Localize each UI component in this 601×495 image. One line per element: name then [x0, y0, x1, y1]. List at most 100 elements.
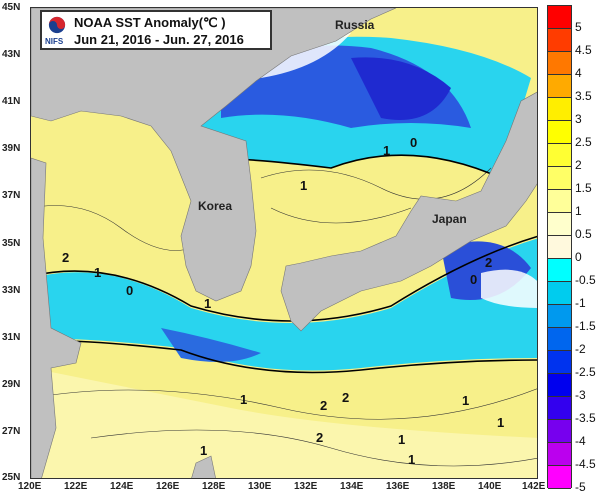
- lat-label: 35N: [2, 238, 21, 249]
- colorbar-label: 5: [575, 20, 582, 34]
- nifs-logo-icon: [48, 16, 66, 34]
- lon-label: 124E: [110, 481, 134, 492]
- lon-label: 128E: [202, 481, 226, 492]
- sst-anomaly-map: [30, 7, 538, 479]
- place-label-korea: Korea: [198, 199, 233, 213]
- lat-label: 39N: [2, 143, 21, 154]
- land-china-korea-russia: [31, 8, 397, 302]
- colorbar-label: -3: [575, 388, 586, 402]
- contour-lines: [31, 167, 537, 467]
- colorbar-bin: [548, 305, 571, 328]
- contour-label: 1: [398, 432, 406, 447]
- colorbar-bin: [548, 443, 571, 466]
- lon-label: 132E: [294, 481, 318, 492]
- colorbar-bin: [548, 213, 571, 236]
- lat-label: 27N: [2, 426, 21, 437]
- southern-cool-band: [31, 238, 537, 371]
- lat-label: 43N: [2, 49, 21, 60]
- colorbar-bin: [548, 374, 571, 397]
- contour-label: 0: [470, 272, 478, 287]
- colorbar-bin: [548, 466, 571, 489]
- lon-label: 120E: [18, 481, 42, 492]
- colorbar-label: 1.5: [575, 181, 592, 195]
- colorbar-label: 1: [575, 204, 582, 218]
- colorbar-label: -4.5: [575, 457, 596, 471]
- lon-label: 130E: [248, 481, 272, 492]
- lon-label: 122E: [64, 481, 88, 492]
- colorbar-bin: [548, 29, 571, 52]
- colorbar-bin: [548, 420, 571, 443]
- land: [31, 8, 537, 478]
- colorbar-label: 4: [575, 66, 582, 80]
- contour-label: 0: [126, 283, 134, 298]
- colorbar-bin: [548, 328, 571, 351]
- lat-label: 37N: [2, 190, 21, 201]
- colorbar-bin: [548, 282, 571, 305]
- colorbar-bin: [548, 98, 571, 121]
- colorbar-label: 0: [575, 250, 582, 264]
- contour-label: 2: [62, 250, 70, 265]
- colorbar-bin: [548, 52, 571, 75]
- colorbar-label: 3: [575, 112, 582, 126]
- title-box: NIFS NOAA SST Anomaly(℃ ) Jun 21, 2016 -…: [40, 10, 272, 50]
- colorbar-bin: [548, 144, 571, 167]
- lon-label: 140E: [478, 481, 502, 492]
- contour-label: 1: [300, 178, 308, 193]
- colorbar-label: -5: [575, 480, 586, 494]
- sea-pale-region: [31, 368, 537, 478]
- colorbar-bin: [548, 6, 571, 29]
- contour-label: 2: [342, 390, 350, 405]
- map-canvas: [31, 8, 537, 478]
- colorbar-label: 4.5: [575, 43, 592, 57]
- colorbar-bin: [548, 397, 571, 420]
- lon-label: 126E: [156, 481, 180, 492]
- colorbar-label: -3.5: [575, 411, 596, 425]
- colorbar-bin: [548, 259, 571, 282]
- date-range: Jun 21, 2016 - Jun. 27, 2016: [74, 32, 244, 47]
- colorbar-label: 2.5: [575, 135, 592, 149]
- contour-label: 1: [204, 296, 212, 311]
- colorbar-bin: [548, 351, 571, 374]
- lat-label: 29N: [2, 379, 21, 390]
- contour-label: 1: [497, 415, 505, 430]
- nifs-logo-text: NIFS: [45, 37, 64, 46]
- colorbar-label: -2: [575, 342, 586, 356]
- land-china-coast: [31, 157, 82, 478]
- contour-label: 2: [320, 398, 328, 413]
- contour-label: 1: [200, 443, 208, 458]
- colorbar-label: -2.5: [575, 365, 596, 379]
- contour-label: 1: [94, 265, 102, 280]
- lon-label: 136E: [386, 481, 410, 492]
- cold-core: [351, 57, 451, 120]
- contour-label: 2: [316, 430, 324, 445]
- land-japan: [280, 91, 537, 332]
- contour-label: 1: [462, 393, 470, 408]
- colorbar-label: -4: [575, 434, 586, 448]
- lat-label: 45N: [2, 2, 21, 13]
- colorbar-bin: [548, 190, 571, 213]
- lat-label: 33N: [2, 285, 21, 296]
- place-label-japan: Japan: [432, 212, 467, 226]
- colorbar: [547, 5, 572, 489]
- contour-label: 0: [410, 135, 418, 150]
- missing-data-patch-2: [481, 269, 537, 308]
- contour-label: 2: [485, 255, 493, 270]
- place-label-russia: Russia: [335, 18, 375, 32]
- colorbar-label: 0.5: [575, 227, 592, 241]
- lat-label: 41N: [2, 96, 21, 107]
- lon-label: 142E: [522, 481, 546, 492]
- colorbar-label: 3.5: [575, 89, 592, 103]
- lat-label: 31N: [2, 332, 21, 343]
- colorbar-label: -0.5: [575, 273, 596, 287]
- map-title: NOAA SST Anomaly(℃ ): [74, 15, 226, 30]
- land-taiwan: [191, 455, 216, 478]
- lat-label: 25N: [2, 472, 21, 483]
- contour-label: 1: [383, 143, 391, 158]
- colorbar-label: -1: [575, 296, 586, 310]
- lon-label: 138E: [432, 481, 456, 492]
- colorbar-bin: [548, 167, 571, 190]
- colorbar-label: 2: [575, 158, 582, 172]
- cool-patch-3: [161, 328, 261, 362]
- contour-label: 1: [408, 452, 416, 467]
- colorbar-bin: [548, 75, 571, 98]
